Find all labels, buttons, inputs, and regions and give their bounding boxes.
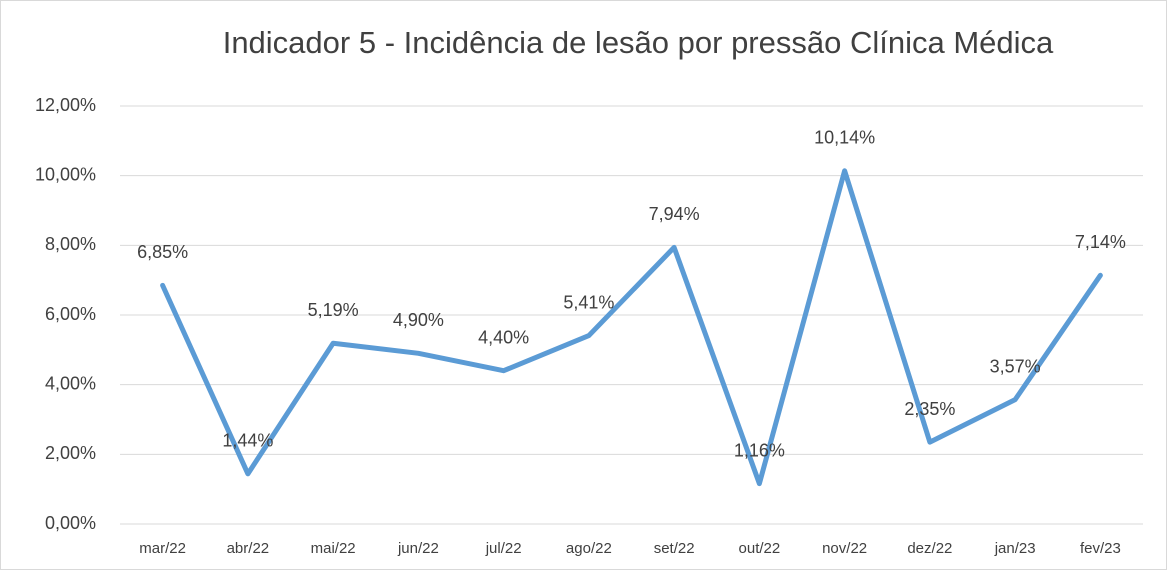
data-label: 7,94% xyxy=(649,204,700,224)
data-label: 1,16% xyxy=(734,440,785,460)
chart-title: Indicador 5 - Incidência de lesão por pr… xyxy=(223,25,1054,60)
x-tick-label: jul/22 xyxy=(485,540,522,557)
data-label: 7,14% xyxy=(1075,232,1126,252)
y-tick-label: 0,00% xyxy=(45,513,96,533)
y-tick-label: 6,00% xyxy=(45,304,96,324)
x-tick-label: mar/22 xyxy=(139,540,186,557)
y-tick-label: 10,00% xyxy=(35,164,96,184)
data-label: 2,35% xyxy=(904,399,955,419)
x-tick-label: jun/22 xyxy=(397,540,439,557)
x-tick-label: set/22 xyxy=(654,540,695,557)
data-label: 3,57% xyxy=(990,356,1041,376)
line xyxy=(160,168,1103,487)
x-tick-label: mai/22 xyxy=(311,540,356,557)
x-tick-label: fev/23 xyxy=(1080,540,1121,557)
data-label: 10,14% xyxy=(814,128,875,148)
x-tick-label: nov/22 xyxy=(822,540,867,557)
y-tick-label: 8,00% xyxy=(45,234,96,254)
x-tick-label: dez/22 xyxy=(907,540,952,557)
y-tick-label: 2,00% xyxy=(45,443,96,463)
y-tick-label: 12,00% xyxy=(35,95,96,115)
data-label: 5,19% xyxy=(308,300,359,320)
x-tick-label: out/22 xyxy=(739,540,781,557)
data-label: 1,44% xyxy=(222,431,273,451)
data-label: 4,40% xyxy=(478,327,529,347)
data-label: 6,85% xyxy=(137,242,188,262)
y-tick-label: 4,00% xyxy=(45,373,96,393)
x-tick-label: abr/22 xyxy=(227,540,270,557)
x-tick-label: jan/23 xyxy=(994,540,1036,557)
data-label: 4,90% xyxy=(393,310,444,330)
data-label: 5,41% xyxy=(563,292,614,312)
x-tick-label: ago/22 xyxy=(566,540,612,557)
